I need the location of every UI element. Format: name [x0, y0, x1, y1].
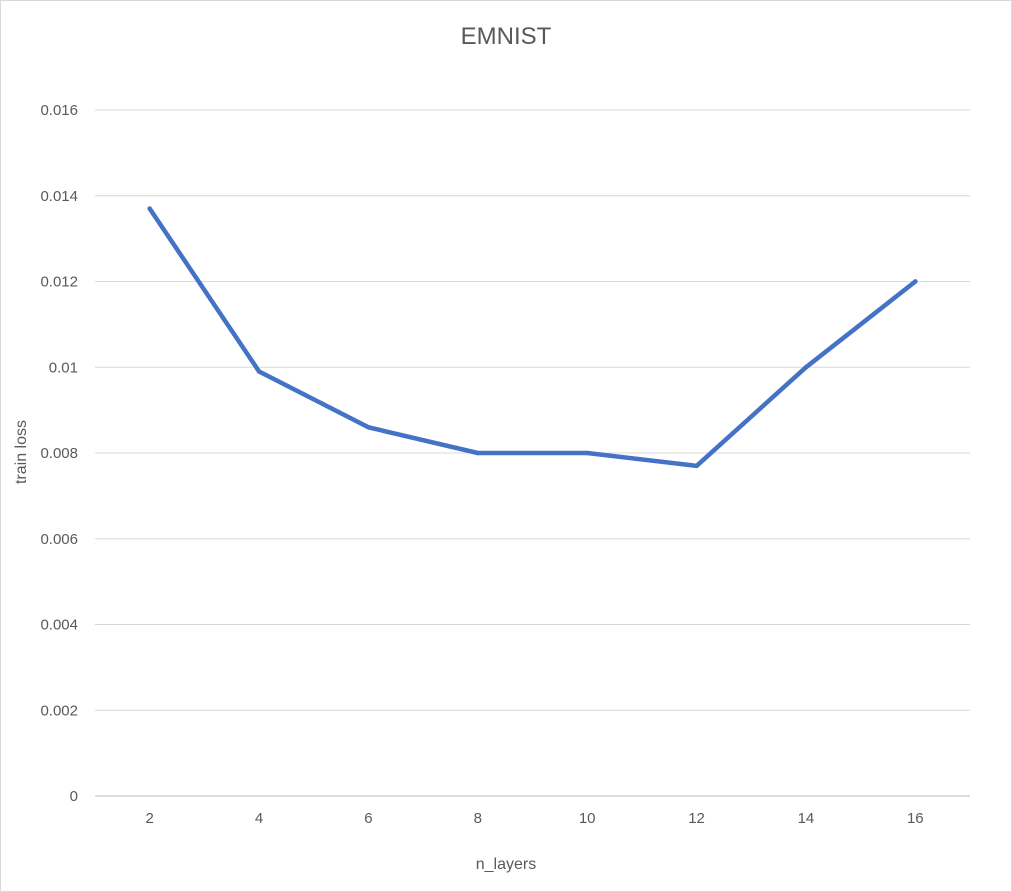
data-point	[803, 365, 809, 370]
x-axis-title: n_layers	[476, 856, 536, 873]
y-tick-label: 0.016	[40, 102, 78, 119]
y-tick-label: 0.014	[40, 188, 78, 205]
y-tick-label: 0.01	[49, 359, 78, 376]
x-tick-label: 14	[798, 810, 815, 827]
series-line	[147, 206, 918, 469]
data-point	[584, 450, 590, 456]
data-point	[913, 279, 918, 284]
x-tick-label: 12	[688, 810, 705, 827]
y-tick-label: 0.012	[40, 274, 78, 291]
x-tick-label: 16	[907, 810, 924, 827]
data-point	[694, 463, 699, 469]
chart-title: EMNIST	[461, 23, 552, 50]
y-axis-title: train loss	[13, 420, 30, 484]
x-tick-label: 8	[474, 810, 482, 827]
x-axis-tick-labels: 2 4 6 8 10 12 14 16	[146, 810, 924, 827]
data-point	[475, 450, 481, 456]
y-tick-label: 0	[70, 788, 78, 805]
data-point	[256, 369, 262, 374]
x-tick-label: 2	[146, 810, 154, 827]
y-tick-label: 0.008	[40, 445, 78, 462]
y-tick-label: 0.006	[40, 531, 78, 548]
gridlines	[95, 109, 970, 797]
y-axis-tick-labels: 0 0.002 0.004 0.006 0.008 0.01 0.012 0.014 0.016	[40, 102, 78, 805]
data-point	[147, 206, 152, 211]
x-tick-label: 4	[255, 810, 263, 827]
y-tick-label: 0.004	[40, 617, 78, 634]
x-tick-label: 10	[579, 810, 596, 827]
y-tick-label: 0.002	[40, 702, 78, 719]
x-tick-label: 6	[364, 810, 372, 827]
data-point	[366, 425, 371, 430]
series-layer	[147, 206, 918, 469]
